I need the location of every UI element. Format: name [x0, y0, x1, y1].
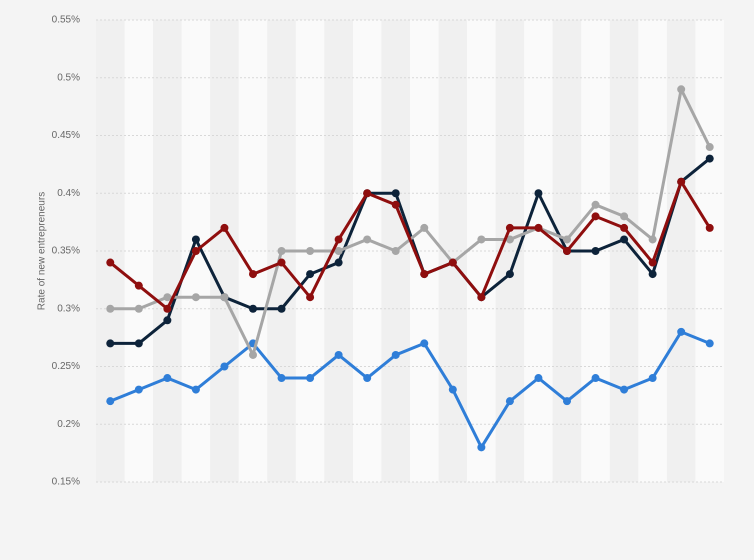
data-point: [620, 223, 629, 232]
data-point: [648, 374, 657, 383]
data-point: [477, 443, 486, 452]
data-point: [334, 350, 343, 359]
data-point: [334, 258, 343, 267]
data-point: [363, 374, 372, 383]
data-point: [534, 189, 543, 198]
data-point: [220, 293, 229, 302]
data-point: [106, 339, 115, 348]
data-point: [677, 85, 686, 94]
y-tick-label: 0.55%: [52, 15, 80, 26]
data-point: [477, 293, 486, 302]
data-point: [249, 350, 257, 359]
data-point: [191, 247, 200, 255]
data-point: [505, 235, 514, 244]
data-point: [134, 304, 143, 313]
data-point: [106, 258, 115, 267]
data-point: [705, 223, 714, 232]
data-point: [420, 270, 429, 279]
data-point: [391, 247, 400, 255]
y-axis-label: Rate of new entrepreneurs: [37, 192, 48, 310]
data-point: [163, 304, 172, 313]
data-point: [563, 247, 571, 255]
data-point: [277, 247, 286, 255]
data-point: [134, 385, 143, 394]
y-tick-label: 0.25%: [52, 361, 80, 372]
data-point: [477, 235, 486, 244]
data-point: [563, 397, 571, 406]
data-point: [677, 327, 686, 336]
data-point: [505, 223, 514, 232]
series-line: [110, 157, 711, 345]
data-point: [591, 374, 600, 383]
data-point: [591, 247, 600, 255]
data-point: [620, 235, 629, 244]
data-point: [106, 304, 115, 313]
data-point: [306, 247, 315, 255]
data-point: [191, 293, 200, 302]
y-tick-label: 0.4%: [57, 188, 80, 199]
data-point: [191, 235, 200, 244]
data-point: [106, 397, 115, 406]
data-point: [306, 374, 315, 383]
data-point: [563, 235, 571, 244]
series-line: [109, 180, 712, 311]
data-point: [134, 339, 143, 348]
data-point: [534, 223, 543, 232]
data-point: [363, 189, 372, 198]
y-tick-label: 0.5%: [57, 72, 80, 83]
y-tick-label: 0.3%: [57, 303, 80, 314]
data-point: [420, 223, 429, 232]
data-point: [277, 304, 286, 313]
data-point: [391, 200, 400, 209]
data-point: [648, 258, 657, 267]
data-point: [648, 270, 657, 279]
y-tick-label: 0.35%: [52, 246, 80, 257]
data-point: [591, 200, 600, 209]
data-point: [163, 374, 172, 383]
data-point: [334, 235, 343, 244]
data-point: [220, 223, 229, 232]
data-point: [705, 143, 714, 152]
data-point: [448, 258, 457, 267]
y-tick-label: 0.45%: [52, 130, 80, 141]
data-point: [334, 247, 343, 255]
data-point: [163, 316, 172, 325]
data-point: [591, 212, 600, 221]
data-point: [277, 258, 286, 267]
data-point: [363, 235, 372, 244]
data-point: [705, 154, 714, 163]
data-point: [534, 374, 543, 383]
data-point: [306, 270, 315, 279]
data-point: [505, 270, 514, 279]
data-point: [448, 385, 457, 394]
data-point: [220, 362, 229, 371]
y-tick-label: 0.15%: [52, 477, 80, 488]
data-point: [620, 385, 629, 394]
data-point: [134, 281, 143, 290]
data-point: [705, 339, 714, 348]
y-tick-label: 0.2%: [57, 419, 80, 430]
data-point: [505, 397, 514, 406]
data-point: [391, 350, 400, 359]
data-point: [277, 374, 286, 383]
data-point: [249, 270, 257, 279]
data-point: [420, 339, 429, 348]
data-point: [249, 304, 257, 313]
data-point: [191, 385, 200, 394]
data-point: [620, 212, 629, 221]
data-point: [677, 177, 686, 186]
data-point: [163, 293, 172, 302]
data-point: [391, 189, 400, 198]
series-line: [109, 330, 711, 449]
data-point: [648, 235, 657, 244]
data-point: [306, 293, 315, 302]
